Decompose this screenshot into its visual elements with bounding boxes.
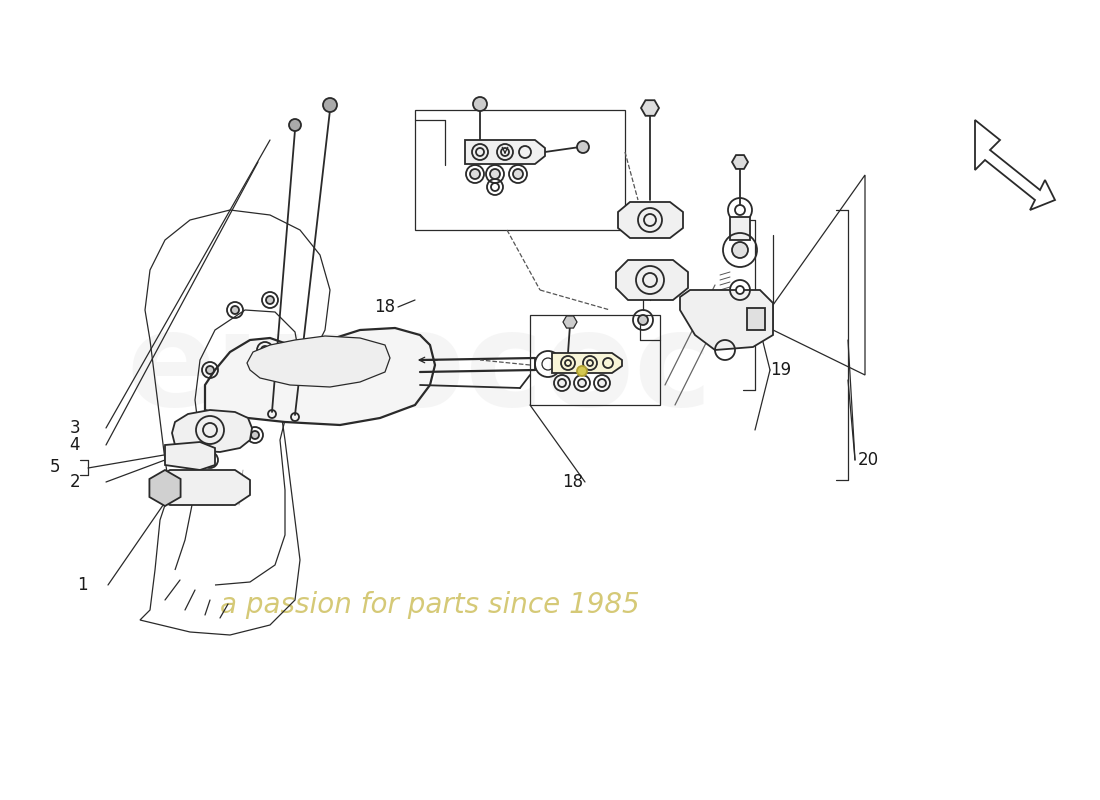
Polygon shape (563, 316, 578, 328)
Text: 4: 4 (69, 436, 80, 454)
Circle shape (470, 169, 480, 179)
Polygon shape (205, 328, 434, 425)
Polygon shape (975, 120, 1055, 210)
Polygon shape (616, 260, 688, 300)
Circle shape (490, 169, 500, 179)
Circle shape (261, 346, 270, 354)
Circle shape (578, 366, 587, 376)
Text: a passion for parts since 1985: a passion for parts since 1985 (220, 591, 640, 619)
Bar (530, 315, 660, 405)
Text: 18: 18 (374, 298, 395, 316)
Circle shape (323, 98, 337, 112)
Circle shape (251, 431, 258, 439)
Circle shape (558, 379, 566, 387)
Text: 19: 19 (770, 361, 791, 379)
Text: eurococ: eurococ (126, 306, 713, 434)
Text: 3: 3 (69, 419, 80, 437)
Text: 5: 5 (50, 458, 60, 476)
Bar (747, 308, 764, 330)
Circle shape (736, 286, 744, 294)
Polygon shape (172, 410, 252, 452)
Polygon shape (641, 100, 659, 116)
Circle shape (206, 456, 214, 464)
Circle shape (638, 315, 648, 325)
Polygon shape (248, 336, 390, 387)
Polygon shape (618, 202, 683, 238)
Text: 2: 2 (69, 473, 80, 491)
Circle shape (735, 205, 745, 215)
Circle shape (732, 242, 748, 258)
Bar (415, 110, 625, 230)
Polygon shape (465, 140, 544, 164)
Text: 18: 18 (562, 473, 583, 491)
Circle shape (206, 366, 214, 374)
Polygon shape (155, 470, 250, 505)
Polygon shape (680, 290, 773, 350)
Circle shape (473, 97, 487, 111)
Circle shape (266, 296, 274, 304)
Text: 1: 1 (77, 576, 88, 594)
Circle shape (578, 141, 588, 153)
Circle shape (289, 119, 301, 131)
Polygon shape (165, 442, 214, 470)
Circle shape (231, 306, 239, 314)
Text: 20: 20 (858, 451, 879, 469)
Circle shape (578, 379, 586, 387)
Polygon shape (732, 155, 748, 169)
Polygon shape (552, 353, 622, 373)
Polygon shape (730, 217, 750, 240)
Polygon shape (150, 470, 180, 506)
Circle shape (598, 379, 606, 387)
Circle shape (513, 169, 522, 179)
